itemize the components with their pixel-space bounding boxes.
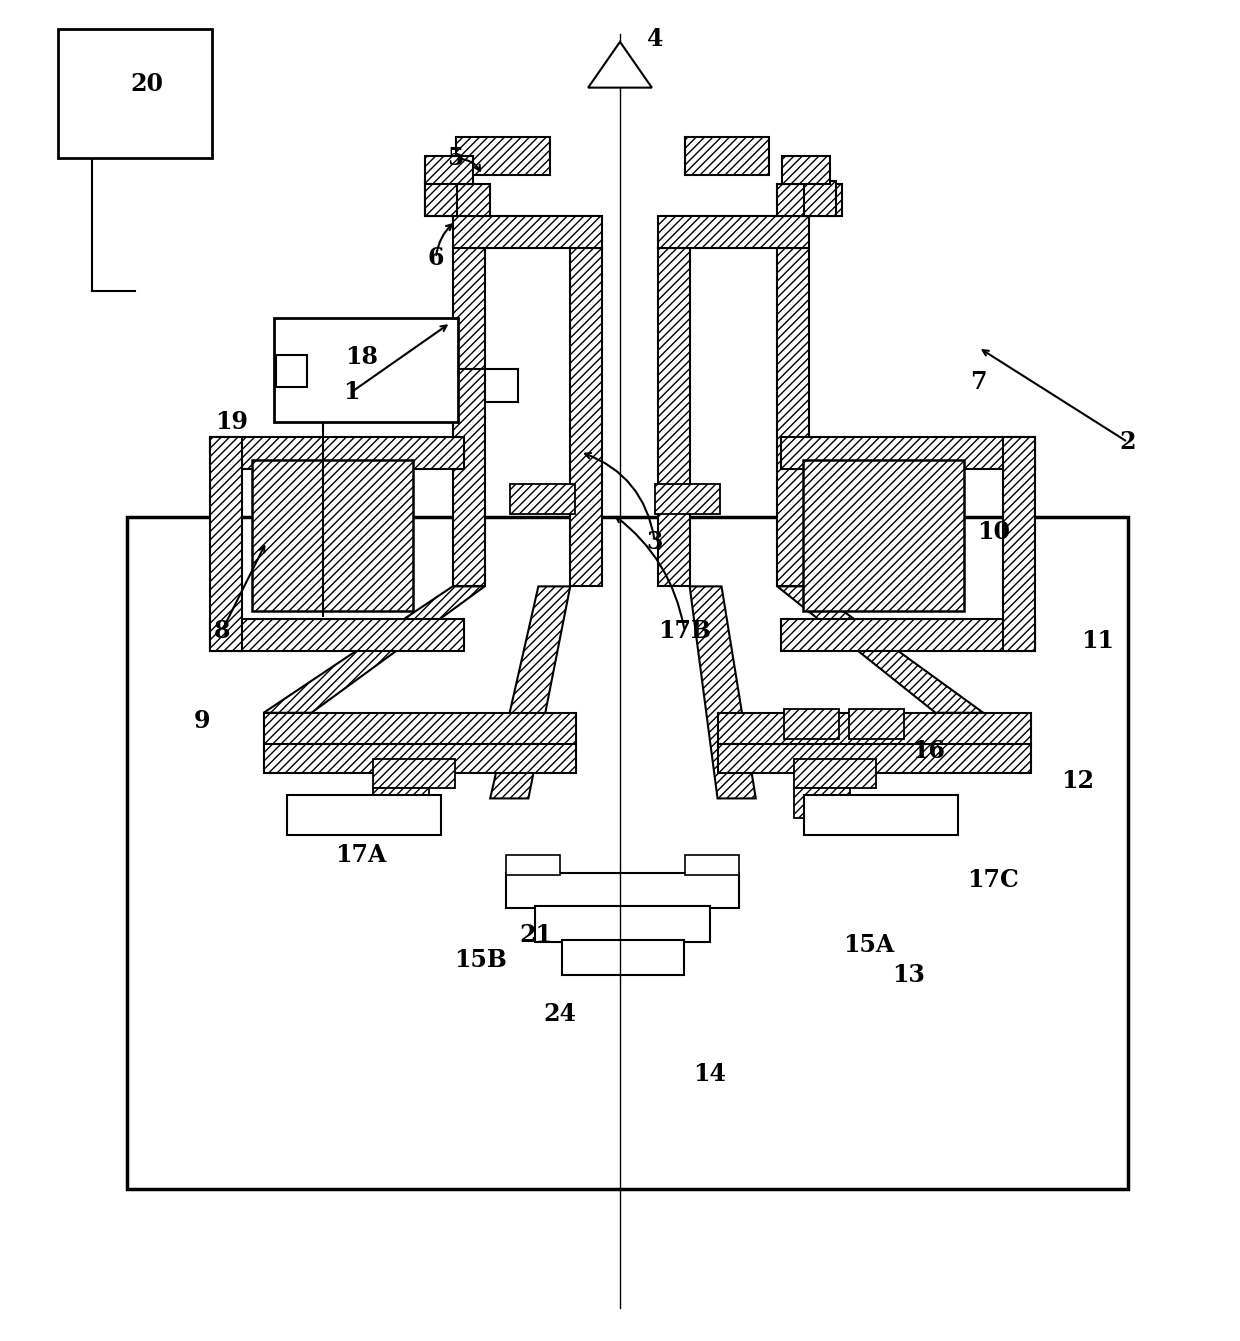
Text: 2: 2: [1120, 430, 1136, 455]
Text: 17C: 17C: [967, 868, 1019, 892]
Text: 4: 4: [646, 27, 663, 51]
Bar: [373, 789, 429, 818]
Text: 11: 11: [1081, 629, 1115, 653]
Bar: [805, 795, 959, 835]
Text: 15B: 15B: [454, 948, 507, 972]
Bar: [684, 856, 739, 876]
Bar: [373, 759, 455, 789]
Polygon shape: [689, 586, 756, 798]
Text: 14: 14: [693, 1062, 727, 1086]
Text: 16: 16: [913, 739, 945, 763]
Bar: [658, 248, 689, 586]
Bar: [804, 460, 965, 611]
Bar: [777, 184, 842, 216]
Polygon shape: [777, 586, 983, 713]
Text: 19: 19: [216, 410, 248, 434]
Bar: [210, 437, 464, 469]
Bar: [425, 181, 456, 216]
Text: 18: 18: [345, 346, 378, 369]
Text: 8: 8: [213, 620, 231, 644]
Bar: [562, 940, 683, 975]
Text: 13: 13: [893, 963, 925, 987]
Bar: [718, 744, 1032, 772]
Bar: [684, 137, 769, 176]
Polygon shape: [490, 586, 570, 798]
Bar: [777, 248, 810, 586]
Bar: [425, 184, 490, 216]
Bar: [210, 437, 242, 652]
Text: 17B: 17B: [658, 620, 712, 644]
Text: 5: 5: [448, 146, 464, 170]
Bar: [210, 620, 464, 652]
Bar: [425, 156, 472, 184]
Bar: [781, 437, 1035, 469]
Text: 17A: 17A: [336, 843, 387, 868]
Text: 6: 6: [428, 245, 444, 270]
Bar: [506, 856, 560, 876]
Bar: [781, 620, 1035, 652]
Bar: [264, 744, 577, 772]
Text: 24: 24: [544, 1003, 577, 1026]
Bar: [570, 248, 603, 586]
Text: 1: 1: [343, 381, 360, 404]
Bar: [456, 137, 551, 176]
Polygon shape: [264, 586, 485, 713]
Bar: [275, 355, 308, 388]
Bar: [453, 248, 485, 586]
Bar: [1003, 437, 1035, 652]
Bar: [506, 873, 739, 908]
Bar: [794, 759, 875, 789]
Bar: [805, 181, 836, 216]
Text: 21: 21: [518, 923, 552, 947]
Bar: [252, 460, 413, 611]
Polygon shape: [588, 42, 652, 87]
Bar: [658, 216, 810, 248]
Bar: [794, 789, 849, 818]
Bar: [784, 709, 839, 739]
Bar: [718, 713, 1032, 744]
Bar: [57, 30, 212, 158]
Bar: [264, 713, 577, 744]
Bar: [274, 318, 458, 422]
Text: 3: 3: [646, 530, 663, 554]
Text: 15A: 15A: [843, 933, 894, 956]
Text: 20: 20: [130, 71, 164, 95]
Text: 7: 7: [970, 370, 987, 394]
Bar: [536, 907, 709, 941]
Bar: [286, 795, 440, 835]
Bar: [128, 516, 1127, 1188]
Bar: [782, 156, 830, 184]
Text: 12: 12: [1061, 768, 1095, 793]
Bar: [655, 484, 719, 514]
Bar: [453, 216, 603, 248]
Text: 9: 9: [193, 709, 210, 732]
Text: 10: 10: [977, 519, 1009, 543]
Bar: [849, 709, 904, 739]
Bar: [511, 484, 575, 514]
